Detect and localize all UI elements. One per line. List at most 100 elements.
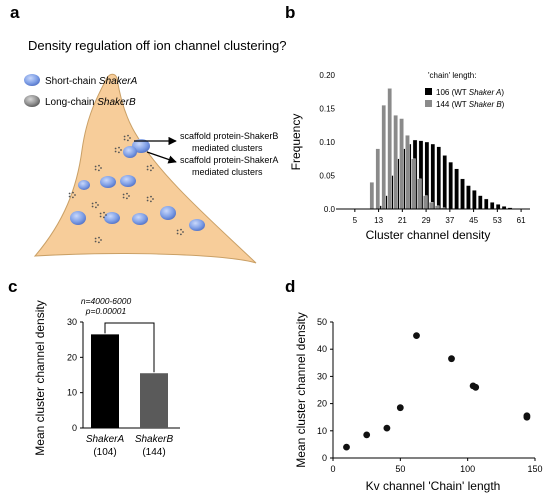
scatter-point	[396, 404, 404, 412]
histogram-bar-shakerB	[387, 88, 392, 210]
shakerB-cluster-dot	[146, 199, 149, 202]
panel-c-bars: ShakerA (104) ShakerB (144)	[86, 334, 174, 458]
panel-b-x-tick-label: 13	[374, 216, 383, 225]
panel-b-bars	[369, 88, 513, 210]
scatter-point	[383, 424, 391, 432]
panel-b-xlabel: Cluster channel density	[366, 228, 491, 242]
shakerB-cluster-dot	[100, 167, 102, 169]
shakerB-cluster-dot	[118, 146, 120, 149]
bar-count-ShakerB: (144)	[142, 447, 165, 458]
panel-d-y-tick-label: 50	[317, 317, 327, 327]
scatter-point	[523, 413, 531, 421]
shakerB-cluster-dot	[105, 214, 107, 216]
legend-swatch-shakerA	[425, 88, 432, 95]
shakerB-cluster-dot	[98, 241, 100, 244]
shakerB-cluster-dot	[68, 192, 71, 195]
shakerB-cluster-dot	[94, 165, 97, 168]
shakerA-cluster	[104, 212, 120, 224]
panel-b-x-tick-label: 5	[353, 216, 358, 225]
histogram-bar-shakerB	[405, 135, 410, 210]
legend-swatch-shakerB	[425, 100, 432, 107]
histogram-bar-shakerB	[399, 118, 404, 210]
shakerB-cluster-dot	[72, 191, 74, 194]
histogram-bar-shakerA	[495, 204, 501, 210]
shakerA-cluster	[70, 211, 86, 225]
panel-d-y-tick-label: 40	[317, 344, 327, 354]
shakerA-cluster	[189, 219, 205, 231]
histogram-bar-shakerB	[369, 182, 375, 210]
shakerB-cluster-icon	[24, 95, 40, 107]
histogram-bar-shakerA	[454, 168, 459, 210]
shakerB-cluster-dot	[91, 205, 94, 208]
shakerB-cluster-dot	[123, 135, 126, 138]
callout-arrow-a	[146, 151, 177, 164]
panel-b-ticks: 0.0 0.05 0.10 0.15 0.20 5 13 21 29 37 45 53 61	[319, 71, 526, 225]
panel-d-ticks: 0 10 20 30 40 50 0 50 100 150	[317, 317, 543, 474]
histogram-bar-shakerB	[428, 202, 434, 210]
panel-a-letter: a	[10, 3, 20, 22]
shakerB-cluster-dot	[180, 228, 182, 231]
shakerB-cluster-dot	[123, 138, 126, 141]
histogram-bar-shakerA	[478, 195, 483, 210]
shakerB-cluster-dot	[129, 137, 131, 139]
panel-b-y-tick-label: 0.15	[319, 105, 335, 114]
panel-c-ylabel: Mean cluster channel density	[33, 300, 47, 455]
shakerB-cluster-dot	[122, 193, 125, 196]
shakerB-cluster-dot	[95, 201, 97, 204]
panel-d-y-tick-label: 30	[317, 371, 327, 381]
annotation-p: p=0.00001	[85, 306, 127, 316]
shakerB-cluster-dot	[126, 192, 128, 195]
shakerB-cluster-dot	[94, 168, 97, 171]
scatter-point	[343, 443, 350, 451]
histogram-bar-shakerB	[393, 115, 398, 210]
legend-series-shakerA: 106 (WT Shaker A)	[436, 88, 504, 97]
legend-shakerA: Short-chain ShakerA	[24, 74, 138, 87]
panel-b-x-tick-label: 45	[469, 216, 478, 225]
panel-d-x-tick-label: 50	[395, 464, 405, 474]
shakerB-cluster-dot	[176, 229, 179, 232]
panel-b-letter: b	[285, 3, 295, 22]
bar-label-ShakerB: ShakerB	[135, 434, 174, 445]
histogram-bar-shakerB	[423, 195, 428, 210]
shakerB-cluster-dot	[103, 211, 105, 214]
shakerB-cluster-dot	[97, 204, 99, 206]
panel-c-y-tick-label: 0	[72, 423, 77, 433]
panel-b-x-tick-label: 37	[445, 216, 454, 225]
bar-label-ShakerA: ShakerA	[86, 434, 125, 445]
callout-b-line1: scaffold protein-ShakerB	[180, 131, 278, 141]
shakerB-cluster-dot	[128, 195, 130, 197]
bar-ShakerB	[140, 373, 168, 428]
legend-shakerB: Long-chain ShakerB	[24, 95, 136, 108]
panel-d-x-tick-label: 150	[527, 464, 542, 474]
shakerB-cluster-dot	[180, 233, 182, 236]
shakerB-cluster-dot	[122, 196, 125, 199]
panel-c-y-tick-label: 30	[67, 317, 77, 327]
shakerB-cluster-dot	[103, 216, 105, 219]
panel-b-y-tick-label: 0.10	[319, 138, 335, 147]
panel-b-y-tick-label: 0.20	[319, 71, 335, 80]
panel-d-xlabel: Kv channel 'Chain' length	[366, 479, 501, 493]
callout-a-line1: scaffold protein-ShakerA	[180, 155, 278, 165]
shakerB-cluster-dot	[152, 167, 154, 169]
histogram-bar-shakerA	[430, 143, 436, 210]
panel-b-legend-title: 'chain' length:	[428, 71, 476, 80]
shakerB-cluster-dot	[150, 164, 152, 167]
shakerA-cluster-icon	[24, 74, 40, 86]
shakerB-cluster-dot	[114, 150, 117, 153]
shakerB-cluster-dot	[150, 200, 152, 203]
shakerB-cluster-dot	[127, 134, 129, 137]
shakerB-cluster-dot	[146, 168, 149, 171]
shakerB-clusters	[68, 134, 184, 244]
shakerB-cluster-dot	[68, 195, 71, 198]
panel-d-y-tick-label: 10	[317, 426, 327, 436]
scatter-point	[413, 332, 420, 339]
shakerB-cluster-dot	[182, 231, 184, 233]
histogram-bar-shakerA	[436, 146, 442, 210]
scatter-point	[448, 355, 455, 363]
panel-d-letter: d	[285, 277, 295, 296]
panel-b-x-tick-label: 29	[422, 216, 431, 225]
panel-b-x-tick-label: 53	[493, 216, 502, 225]
shakerA-cluster	[160, 206, 176, 220]
histogram-bar-shakerB	[434, 205, 440, 210]
shakerB-cluster-dot	[99, 212, 102, 215]
